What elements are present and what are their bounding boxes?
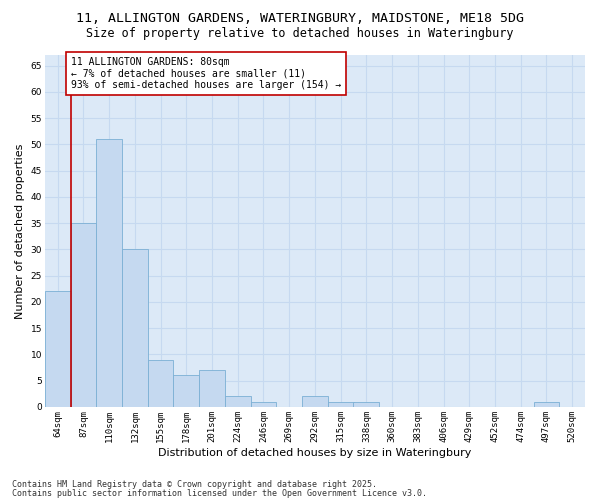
Text: 11 ALLINGTON GARDENS: 80sqm
← 7% of detached houses are smaller (11)
93% of semi: 11 ALLINGTON GARDENS: 80sqm ← 7% of deta… — [71, 57, 341, 90]
Text: 11, ALLINGTON GARDENS, WATERINGBURY, MAIDSTONE, ME18 5DG: 11, ALLINGTON GARDENS, WATERINGBURY, MAI… — [76, 12, 524, 26]
Text: Contains public sector information licensed under the Open Government Licence v3: Contains public sector information licen… — [12, 488, 427, 498]
Bar — [96, 139, 122, 407]
Bar — [533, 402, 559, 407]
Bar — [71, 223, 96, 407]
Bar — [225, 396, 251, 407]
X-axis label: Distribution of detached houses by size in Wateringbury: Distribution of detached houses by size … — [158, 448, 472, 458]
Bar — [148, 360, 173, 407]
Bar — [45, 292, 71, 407]
Text: Size of property relative to detached houses in Wateringbury: Size of property relative to detached ho… — [86, 28, 514, 40]
Bar — [199, 370, 225, 407]
Bar — [302, 396, 328, 407]
Bar — [328, 402, 353, 407]
Y-axis label: Number of detached properties: Number of detached properties — [15, 144, 25, 318]
Bar — [251, 402, 277, 407]
Bar — [122, 250, 148, 407]
Bar — [173, 376, 199, 407]
Text: Contains HM Land Registry data © Crown copyright and database right 2025.: Contains HM Land Registry data © Crown c… — [12, 480, 377, 489]
Bar — [353, 402, 379, 407]
